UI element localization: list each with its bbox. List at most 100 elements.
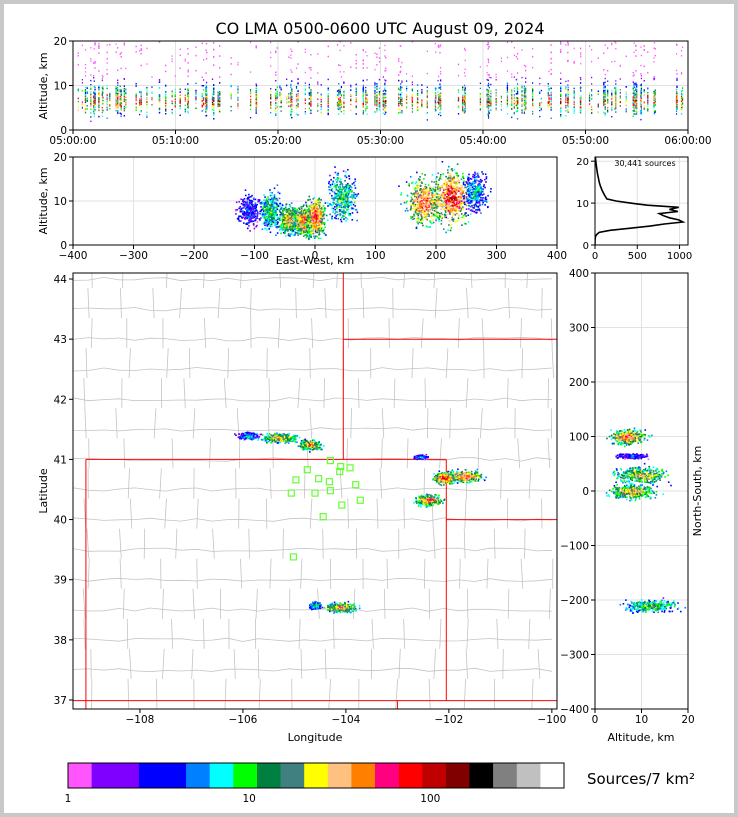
time-height-source xyxy=(135,97,137,99)
time-height-source xyxy=(603,84,605,86)
time-height-source xyxy=(249,104,252,107)
time-height-source xyxy=(123,78,125,80)
time-height-source xyxy=(77,106,79,108)
time-height-source xyxy=(249,108,252,111)
time-height-source xyxy=(532,88,534,91)
time-height-source xyxy=(151,91,153,93)
time-height-source xyxy=(376,109,378,112)
time-height-source xyxy=(464,103,466,106)
time-height-source xyxy=(201,84,203,87)
time-height-source xyxy=(350,94,352,96)
time-height-source xyxy=(102,99,104,102)
time-height-source xyxy=(120,92,122,94)
time-height-source xyxy=(463,94,466,97)
time-height-source xyxy=(565,104,567,107)
time-height-source xyxy=(440,67,442,69)
time-height-source xyxy=(116,47,119,49)
time-height-source xyxy=(115,90,117,92)
time-height-source xyxy=(401,61,403,64)
time-height-source xyxy=(275,102,277,104)
time-height-source xyxy=(490,105,492,107)
time-height-source xyxy=(462,108,464,110)
time-height-source xyxy=(625,99,627,102)
time-height-source xyxy=(219,100,221,103)
time-height-source xyxy=(421,105,423,108)
time-height-source xyxy=(603,69,605,71)
time-height-source xyxy=(487,104,490,107)
time-height-source xyxy=(435,51,437,53)
time-height-source xyxy=(270,111,272,114)
time-height-source xyxy=(463,84,466,87)
time-height-source xyxy=(604,94,606,97)
time-height-source xyxy=(297,99,299,101)
time-height-source xyxy=(146,111,148,113)
time-height-source xyxy=(633,84,635,86)
time-height-source xyxy=(123,85,125,87)
time-height-source xyxy=(171,112,173,115)
time-height-source xyxy=(179,88,181,90)
time-height-source xyxy=(93,95,95,98)
time-height-source xyxy=(98,47,100,49)
time-height-source xyxy=(94,104,96,106)
time-height-source xyxy=(462,99,464,101)
time-height-source xyxy=(101,94,103,97)
time-height-source xyxy=(573,104,575,107)
time-height-source xyxy=(211,99,214,101)
time-height-source xyxy=(376,85,378,88)
time-height-source xyxy=(560,49,562,51)
time-height-source xyxy=(416,92,419,95)
time-height-source xyxy=(511,101,513,104)
time-height-source xyxy=(340,94,343,97)
time-height-source xyxy=(487,111,490,113)
time-height-source xyxy=(195,102,197,104)
time-height-source xyxy=(513,111,515,114)
time-height-source xyxy=(211,95,214,98)
time-height-source xyxy=(633,94,635,97)
time-height-source xyxy=(523,111,526,113)
time-height-source xyxy=(365,101,367,104)
time-height-source xyxy=(310,103,312,106)
time-height-source xyxy=(366,94,368,96)
time-height-source xyxy=(384,87,386,89)
time-height-source xyxy=(184,93,186,96)
time-height-source xyxy=(434,107,436,109)
time-height-source xyxy=(290,84,292,86)
time-height-source xyxy=(405,87,408,90)
time-height-source xyxy=(90,74,92,76)
time-height-source xyxy=(123,87,125,90)
time-height-source xyxy=(463,90,466,93)
time-height-source xyxy=(340,76,343,78)
time-height-source xyxy=(171,90,173,93)
time-height-source xyxy=(362,113,364,115)
time-height-source xyxy=(90,101,92,103)
time-height-source xyxy=(384,97,386,100)
time-height-source xyxy=(567,96,569,98)
time-height-source xyxy=(219,105,221,107)
time-height-source xyxy=(217,96,219,99)
time-height-source xyxy=(217,92,219,95)
time-height-source xyxy=(548,70,550,73)
time-height-source xyxy=(560,89,562,91)
time-height-source xyxy=(479,101,481,103)
time-height-source xyxy=(653,47,655,49)
time-height-source xyxy=(384,100,386,103)
time-height-source xyxy=(355,97,357,99)
time-height-source xyxy=(437,45,439,47)
time-height-source xyxy=(479,94,481,96)
time-height-source xyxy=(426,86,428,89)
time-height-source xyxy=(237,98,239,100)
time-height-source xyxy=(635,84,638,86)
time-height-source xyxy=(548,104,550,106)
time-height-source xyxy=(400,98,402,100)
time-height-source xyxy=(165,84,167,87)
time-height-source xyxy=(98,92,100,95)
time-height-source xyxy=(647,51,649,53)
time-height-source xyxy=(146,63,148,65)
time-height-source xyxy=(374,94,376,97)
time-height-source xyxy=(488,76,490,78)
time-height-source xyxy=(548,98,550,100)
time-height-source xyxy=(398,58,400,60)
time-height-source xyxy=(84,98,87,100)
time-height-source xyxy=(440,92,442,95)
time-height-source xyxy=(362,95,364,97)
